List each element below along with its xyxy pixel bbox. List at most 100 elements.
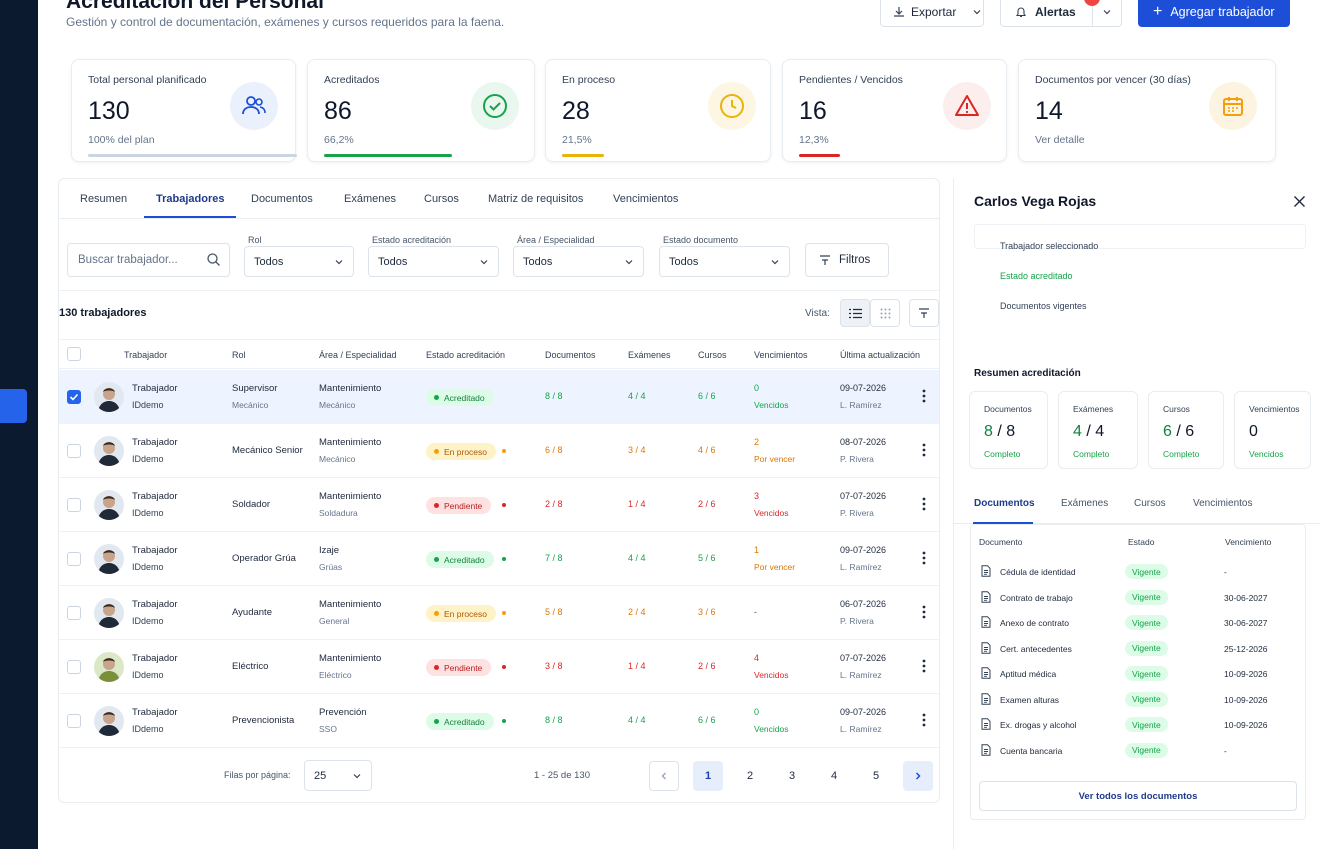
tab-cursos[interactable]: Cursos (424, 193, 459, 205)
filter-rol-select[interactable]: Todos (244, 246, 354, 277)
kpi-progress-bar (562, 154, 604, 157)
filter-estado-select[interactable]: Todos (368, 246, 499, 277)
tab-examenes[interactable]: Exámenes (1061, 498, 1109, 509)
tab-examenes[interactable]: Exámenes (344, 193, 396, 205)
document-row[interactable]: Anexo de contrato Vigente 30-06-2027 (971, 610, 1305, 636)
grid-view-button[interactable] (870, 299, 900, 327)
next-page-button[interactable] (903, 761, 933, 791)
column-header[interactable]: Rol (232, 350, 246, 360)
page-4[interactable]: 4 (830, 770, 838, 782)
sidebar-active-item[interactable] (0, 389, 27, 423)
table-row[interactable]: Trabajador IDdemo Supervisor Mecánico Manten… (59, 370, 939, 424)
document-row[interactable]: Cuenta bancaria Vigente - (971, 738, 1305, 764)
more-vertical-icon[interactable] (921, 550, 927, 566)
status-label: En proceso (444, 608, 487, 619)
more-vertical-icon[interactable] (921, 442, 927, 458)
close-icon[interactable] (1293, 195, 1306, 208)
document-row[interactable]: Aptitud médica Vigente 10-09-2026 (971, 661, 1305, 687)
kpi-card-expiring[interactable]: Documentos por vencer (30 días) 14 Ver d… (1018, 59, 1276, 162)
tab-vencimientos[interactable]: Vencimientos (613, 193, 679, 205)
select-all-checkbox[interactable] (67, 347, 81, 361)
page-3[interactable]: 3 (788, 770, 796, 782)
alerts-dropdown[interactable] (1091, 0, 1121, 26)
tab-documentos[interactable]: Documentos (251, 193, 313, 205)
table-row[interactable]: Trabajador IDdemo Soldador Mantenimiento Sol… (59, 478, 939, 532)
status-label: Pendiente (444, 662, 483, 673)
table-row[interactable]: Trabajador IDdemo Prevencionista Prevención… (59, 694, 939, 748)
alerts-button[interactable]: Alertas (1000, 0, 1122, 27)
worker-name[interactable]: Trabajador (132, 491, 178, 502)
add-worker-button[interactable]: + Agregar trabajador (1138, 0, 1290, 27)
courses-count: 2 / 6 (698, 661, 716, 671)
worker-name[interactable]: Trabajador (132, 653, 178, 664)
chevron-left-icon (661, 772, 666, 780)
table-row[interactable]: Trabajador IDdemo Operador Grúa Izaje Grúas A… (59, 532, 939, 586)
row-checkbox[interactable] (67, 714, 81, 728)
view-all-documents-button[interactable]: Ver todos los documentos (979, 781, 1297, 811)
filter-doc-select[interactable]: Todos (659, 246, 790, 277)
status-dot (502, 611, 506, 615)
search-input[interactable]: Buscar trabajador... (67, 243, 230, 277)
expirations-sub: Por vencer (754, 562, 796, 572)
column-header[interactable]: Trabajador (124, 350, 168, 360)
more-vertical-icon[interactable] (921, 658, 927, 674)
more-vertical-icon[interactable] (921, 496, 927, 512)
tab-cursos[interactable]: Cursos (1134, 498, 1166, 509)
document-icon (981, 616, 991, 628)
worker-name[interactable]: Trabajador (132, 545, 178, 556)
expirations-count: 3 (754, 491, 760, 501)
status-dot (502, 557, 506, 561)
row-checkbox[interactable] (67, 660, 81, 674)
column-header: Estado (1128, 537, 1155, 547)
courses-count: 5 / 6 (698, 553, 716, 563)
kpi-sub[interactable]: Ver detalle (1035, 134, 1085, 146)
column-header[interactable]: Estado acreditación (426, 350, 506, 360)
more-vertical-icon[interactable] (921, 388, 927, 404)
prev-page-button[interactable] (649, 761, 679, 791)
tab-documentos[interactable]: Documentos (974, 498, 1035, 509)
page-1[interactable]: 1 (693, 761, 723, 791)
document-row[interactable]: Contrato de trabajo Vigente 30-06-2027 (971, 585, 1305, 611)
columns-button[interactable] (909, 299, 939, 327)
row-checkbox[interactable] (67, 498, 81, 512)
table-row[interactable]: Trabajador IDdemo Ayudante Mantenimiento Gen… (59, 586, 939, 640)
row-checkbox[interactable] (67, 606, 81, 620)
worker-name[interactable]: Trabajador (132, 383, 178, 394)
column-header[interactable]: Exámenes (628, 350, 671, 360)
more-vertical-icon[interactable] (921, 604, 927, 620)
column-header[interactable]: Última actualización (840, 350, 921, 360)
document-row[interactable]: Cert. antecedentes Vigente 25-12-2026 (971, 636, 1305, 662)
worker-name[interactable]: Trabajador (132, 437, 178, 448)
export-button[interactable]: Exportar (880, 0, 984, 27)
row-checkbox[interactable] (67, 552, 81, 566)
table-row[interactable]: Trabajador IDdemo Mecánico Senior Mantenimi… (59, 424, 939, 478)
list-view-button[interactable] (840, 299, 870, 327)
kpi-sub: 100% del plan (88, 134, 155, 146)
tab-matriz[interactable]: Matriz de requisitos (488, 193, 584, 205)
tab-trabajadores[interactable]: Trabajadores (156, 193, 225, 205)
exams-count: 4 / 4 (628, 715, 646, 725)
document-row[interactable]: Ex. drogas y alcohol Vigente 10-09-2026 (971, 712, 1305, 738)
worker-name[interactable]: Trabajador (132, 599, 178, 610)
alerts-main[interactable]: Alertas (1001, 5, 1092, 19)
filters-button[interactable]: Filtros (805, 243, 889, 277)
filter-area-select[interactable]: Todos (513, 246, 644, 277)
table-row[interactable]: Trabajador IDdemo Eléctrico Mantenimiento El… (59, 640, 939, 694)
filter-label-doc: Estado documento (663, 235, 739, 245)
document-row[interactable]: Examen alturas Vigente 10-09-2026 (971, 687, 1305, 713)
column-header[interactable]: Vencimientos (754, 350, 808, 360)
rows-per-page-select[interactable]: 25 (304, 760, 372, 791)
row-checkbox[interactable] (67, 390, 81, 404)
summary-title: Resumen acreditación (974, 368, 1081, 379)
column-header[interactable]: Área / Especialidad (319, 350, 397, 360)
column-header[interactable]: Documentos (545, 350, 596, 360)
tab-vencimientos[interactable]: Vencimientos (1193, 498, 1253, 509)
document-row[interactable]: Cédula de identidad Vigente - (971, 559, 1305, 585)
more-vertical-icon[interactable] (921, 712, 927, 728)
row-checkbox[interactable] (67, 444, 81, 458)
page-2[interactable]: 2 (746, 770, 754, 782)
worker-name[interactable]: Trabajador (132, 707, 178, 718)
page-5[interactable]: 5 (872, 770, 880, 782)
column-header[interactable]: Cursos (698, 350, 727, 360)
tab-resumen[interactable]: Resumen (80, 193, 128, 205)
